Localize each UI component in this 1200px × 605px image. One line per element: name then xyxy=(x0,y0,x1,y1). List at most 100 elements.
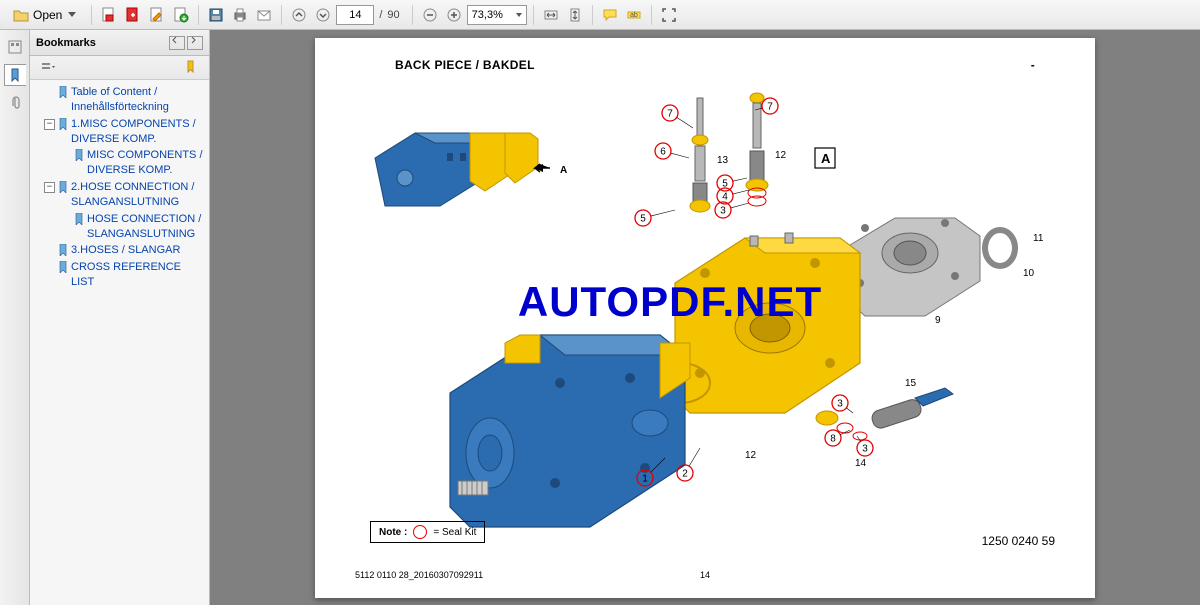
svg-text:3: 3 xyxy=(720,206,726,217)
footer-left: 5112 0110 28_20160307092911 xyxy=(355,570,483,580)
svg-text:4: 4 xyxy=(722,192,728,203)
bookmark-icon xyxy=(57,244,69,256)
svg-text:8: 8 xyxy=(830,434,836,445)
zoom-in-icon[interactable] xyxy=(443,4,465,26)
svg-text:7: 7 xyxy=(767,102,773,113)
open-label: Open xyxy=(33,8,62,22)
svg-text:ab: ab xyxy=(630,12,638,19)
bookmark-item[interactable]: − 2.HOSE CONNECTION / SLANGANSLUTNING xyxy=(32,179,207,211)
zoom-out-icon[interactable] xyxy=(419,4,441,26)
note-box: Note : = Seal Kit xyxy=(370,521,485,543)
save-icon[interactable] xyxy=(205,4,227,26)
footer-code: 1250 0240 59 xyxy=(982,534,1055,548)
svg-text:5: 5 xyxy=(640,214,646,225)
bookmarks-tab[interactable] xyxy=(4,64,26,86)
bookmarks-toolbar xyxy=(30,56,209,80)
expand-toggle[interactable]: − xyxy=(44,182,55,193)
bookmark-icon xyxy=(57,118,69,130)
page-down-icon[interactable] xyxy=(312,4,334,26)
svg-text:12: 12 xyxy=(745,450,757,461)
bookmark-label: Table of Content / Innehållsförteckning xyxy=(71,85,207,115)
bookmark-icon xyxy=(57,86,69,98)
svg-text:3: 3 xyxy=(837,399,843,410)
doc-title-dash: - xyxy=(1031,58,1035,72)
print-icon[interactable] xyxy=(229,4,251,26)
bookmark-label: 2.HOSE CONNECTION / SLANGANSLUTNING xyxy=(71,180,207,210)
bookmark-item[interactable]: HOSE CONNECTION / SLANGANSLUTNING xyxy=(32,211,207,243)
doc-title: BACK PIECE / BAKDEL xyxy=(395,58,535,72)
bm-new-icon[interactable] xyxy=(181,57,203,79)
collapse-right-icon[interactable] xyxy=(187,36,203,50)
bookmark-item[interactable]: MISC COMPONENTS / DIVERSE KOMP. xyxy=(32,147,207,179)
document-area[interactable]: BACK PIECE / BAKDEL - A xyxy=(210,30,1200,605)
page: BACK PIECE / BAKDEL - A xyxy=(315,38,1095,598)
svg-text:7: 7 xyxy=(667,109,673,120)
separator xyxy=(281,5,282,25)
bookmarks-header: Bookmarks xyxy=(30,30,209,56)
bookmark-label: CROSS REFERENCE LIST xyxy=(71,260,207,290)
convert-pdf-icon[interactable] xyxy=(122,4,144,26)
separator xyxy=(91,5,92,25)
bookmark-icon xyxy=(57,261,69,273)
view-a-box-label: A xyxy=(821,151,831,166)
bookmark-item[interactable]: Table of Content / Innehållsförteckning xyxy=(32,84,207,116)
fit-width-icon[interactable] xyxy=(540,4,562,26)
thumbnails-tab[interactable] xyxy=(4,36,26,58)
folder-icon xyxy=(13,7,29,23)
svg-text:5: 5 xyxy=(722,179,728,190)
separator xyxy=(533,5,534,25)
bookmark-icon xyxy=(57,181,69,193)
bookmarks-title: Bookmarks xyxy=(36,37,96,49)
bookmark-item[interactable]: CROSS REFERENCE LIST xyxy=(32,259,207,291)
zoom-dropdown[interactable]: 73,3% xyxy=(467,5,527,25)
expand-toggle[interactable]: − xyxy=(44,119,55,130)
bm-options-icon[interactable] xyxy=(36,57,62,79)
page-number-input[interactable] xyxy=(336,5,374,25)
separator xyxy=(651,5,652,25)
watermark: AUTOPDF.NET xyxy=(315,278,1025,326)
page-up-icon[interactable] xyxy=(288,4,310,26)
dropdown-icon xyxy=(68,12,76,17)
create-pdf-icon[interactable] xyxy=(98,4,120,26)
fit-page-icon[interactable] xyxy=(564,4,586,26)
note-prefix: Note : xyxy=(379,527,407,538)
attachments-tab[interactable] xyxy=(4,92,26,114)
bookmark-label: HOSE CONNECTION / SLANGANSLUTNING xyxy=(87,212,207,242)
export-pdf-icon[interactable] xyxy=(170,4,192,26)
collapse-left-icon[interactable] xyxy=(169,36,185,50)
svg-text:1: 1 xyxy=(642,474,648,485)
open-button[interactable]: Open xyxy=(4,4,85,26)
zoom-value: 73,3% xyxy=(472,9,503,21)
svg-text:6: 6 xyxy=(660,147,666,158)
main: Bookmarks Table of Content / Innehållsfö… xyxy=(0,30,1200,605)
bookmark-icon xyxy=(73,213,85,225)
seal-kit-icon xyxy=(413,525,427,539)
svg-text:3: 3 xyxy=(862,444,868,455)
view-a-arrow-label: A xyxy=(560,165,567,176)
svg-text:11: 11 xyxy=(1033,233,1044,244)
svg-text:14: 14 xyxy=(855,458,867,469)
comment-icon[interactable] xyxy=(599,4,621,26)
bookmark-item[interactable]: − 1.MISC COMPONENTS / DIVERSE KOMP. xyxy=(32,116,207,148)
bookmark-icon xyxy=(73,149,85,161)
svg-text:13: 13 xyxy=(717,155,729,166)
dropdown-icon xyxy=(516,13,522,17)
separator xyxy=(412,5,413,25)
bookmarks-tree: Table of Content / Innehållsförteckning−… xyxy=(30,80,209,605)
separator xyxy=(198,5,199,25)
bookmarks-panel: Bookmarks Table of Content / Innehållsfö… xyxy=(30,30,210,605)
edit-pdf-icon[interactable] xyxy=(146,4,168,26)
bookmark-item[interactable]: 3.HOSES / SLANGAR xyxy=(32,242,207,259)
email-icon[interactable] xyxy=(253,4,275,26)
bookmark-label: 1.MISC COMPONENTS / DIVERSE KOMP. xyxy=(71,117,207,147)
page-separator: / xyxy=(379,9,382,21)
note-text: = Seal Kit xyxy=(433,527,476,538)
toolbar: Open / 90 73,3% ab xyxy=(0,0,1200,30)
highlight-icon[interactable]: ab xyxy=(623,4,645,26)
svg-text:15: 15 xyxy=(905,378,917,389)
bookmark-label: 3.HOSES / SLANGAR xyxy=(71,243,180,258)
fullscreen-icon[interactable] xyxy=(658,4,680,26)
tool-tabs xyxy=(0,30,30,605)
page-total: 90 xyxy=(387,9,399,21)
svg-text:12: 12 xyxy=(775,150,787,161)
